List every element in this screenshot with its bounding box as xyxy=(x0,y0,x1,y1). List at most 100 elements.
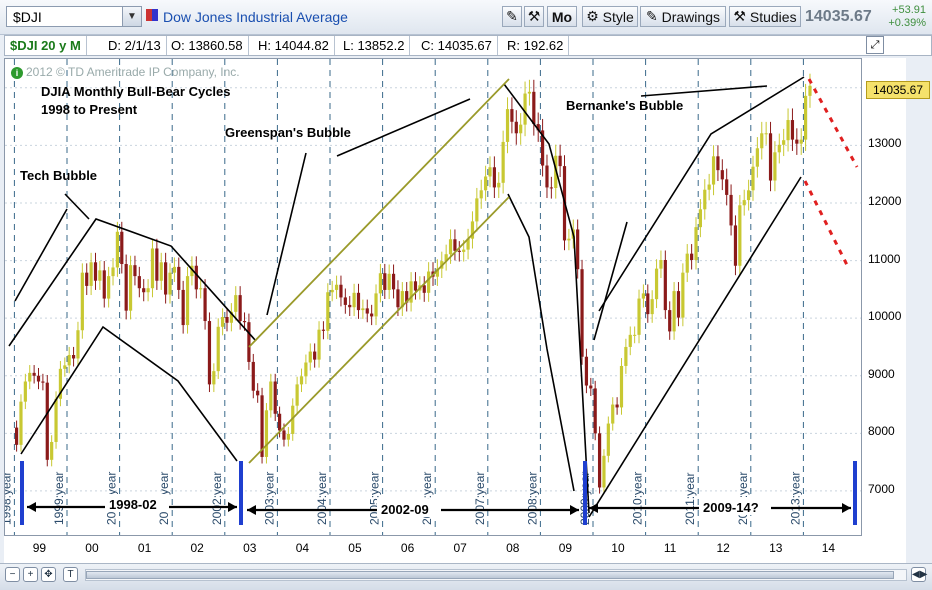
plot-area[interactable]: 1998:year1999:year2000:year2001:year2002… xyxy=(4,58,862,536)
candle-body xyxy=(229,311,233,323)
candle-body xyxy=(606,423,610,456)
cycle-label-bg xyxy=(377,499,441,517)
pencil-icon[interactable]: ✎ xyxy=(502,6,522,27)
style-button[interactable]: ⚙ Style xyxy=(582,6,638,27)
candle-body xyxy=(764,133,768,135)
y-tick-label: 10000 xyxy=(868,309,902,324)
year-separator-label: 2007:year xyxy=(473,472,487,525)
candle-body xyxy=(777,144,781,153)
symbol-text: $DJI xyxy=(13,9,42,25)
candle-body xyxy=(484,176,488,191)
candle-body xyxy=(378,273,383,294)
candle-body xyxy=(646,293,650,315)
candle-body xyxy=(85,272,89,286)
candle-body xyxy=(435,268,439,277)
candle-body xyxy=(155,248,159,281)
drawings-button[interactable]: ✎ Drawings xyxy=(640,6,726,27)
symbol-input[interactable]: $DJI ▼ xyxy=(6,6,142,27)
candle-body xyxy=(98,270,102,281)
copyright-text: 2012 © TD Ameritrade IP Company, Inc. xyxy=(26,65,240,79)
cycle-label: 2002-09 xyxy=(381,502,429,517)
candle-body xyxy=(510,109,514,122)
cycle-label-bg xyxy=(699,497,771,515)
candle-body xyxy=(286,433,290,440)
candle-body xyxy=(63,365,67,369)
text-tool-icon[interactable]: T xyxy=(63,567,78,582)
candle-body xyxy=(773,152,777,181)
symbol-period: $DJI 20 y M xyxy=(5,36,87,55)
candle-body xyxy=(387,273,391,290)
candle-body xyxy=(790,120,795,140)
zoom-in-icon[interactable]: + xyxy=(23,567,38,582)
candle-body xyxy=(317,329,321,360)
candle-body xyxy=(168,272,172,295)
y-tick-label: 9000 xyxy=(868,366,895,381)
candle-body xyxy=(527,91,532,94)
chart-title: DJIA Monthly Bull-Bear Cycles xyxy=(41,84,231,99)
drawings-label: Drawings xyxy=(661,8,720,25)
candle-body xyxy=(242,321,247,323)
candle-body xyxy=(497,182,501,188)
candle-body xyxy=(501,141,505,183)
candle-body xyxy=(703,189,707,210)
last-value-tag: 14035.67 xyxy=(866,81,930,99)
candle-body xyxy=(738,205,742,266)
candle-body xyxy=(124,264,128,311)
scrollbar-thumb[interactable] xyxy=(86,571,894,579)
candle-body xyxy=(76,330,80,359)
studies-button[interactable]: ⚒ Studies xyxy=(729,6,801,27)
top-toolbar: $DJI ▼ Dow Jones Industrial Average ✎ ⚒ … xyxy=(0,0,932,35)
candle-body xyxy=(523,93,527,125)
x-tick-label: 05 xyxy=(348,541,362,555)
scroll-right-icon[interactable]: ◀▶ xyxy=(911,567,928,582)
candle-body xyxy=(374,293,378,317)
channel-upper-line xyxy=(248,78,510,348)
candle-body xyxy=(567,238,571,241)
x-tick-label: 14 xyxy=(821,541,836,555)
candle-body xyxy=(742,200,746,206)
cycle-arrow-head xyxy=(27,502,36,512)
candle-body xyxy=(676,291,681,318)
candle-body xyxy=(681,272,685,318)
mo-button[interactable]: Mo xyxy=(547,6,577,27)
change-pct: +0.39% xyxy=(888,17,926,29)
candle-body xyxy=(448,239,453,255)
zoom-out-icon[interactable]: − xyxy=(5,567,20,582)
cycle-arrow-head xyxy=(228,502,237,512)
candle-body xyxy=(505,109,510,142)
candle-body xyxy=(45,382,49,460)
last-price: 14035.67 xyxy=(805,8,872,25)
x-tick-label: 12 xyxy=(716,541,730,555)
year-separator-label: 2011:year xyxy=(683,473,697,525)
candle-body xyxy=(422,285,426,293)
candle-body xyxy=(694,227,698,260)
chevron-down-icon[interactable]: ▼ xyxy=(122,7,141,26)
candle-body xyxy=(444,254,448,262)
candle-body xyxy=(725,179,729,195)
ohlc-info-bar: $DJI 20 y M D: 2/1/13 O: 13860.58 H: 140… xyxy=(4,35,932,56)
candle-body xyxy=(80,272,84,331)
candle-body xyxy=(247,322,251,362)
wrench-icon[interactable]: ⚒ xyxy=(524,6,544,27)
cycle-marker-bar xyxy=(583,461,587,525)
candle-body xyxy=(89,262,93,286)
candle-body xyxy=(628,334,632,347)
candle-body xyxy=(54,398,58,442)
horizontal-scrollbar[interactable] xyxy=(85,569,907,581)
x-tick-label: 09 xyxy=(558,541,573,555)
maximize-icon[interactable]: ⤢ xyxy=(866,36,884,54)
cycle-arrow-head xyxy=(247,505,256,515)
x-tick-label: 13 xyxy=(769,541,783,555)
candle-body xyxy=(396,289,400,308)
candle-body xyxy=(466,238,470,250)
pan-icon[interactable]: ✥ xyxy=(41,567,56,582)
candle-body xyxy=(177,266,181,290)
candle-body xyxy=(282,430,286,440)
annotation-label: Greenspan's Bubble xyxy=(225,125,351,140)
cycle-label: 2009-14? xyxy=(703,500,759,515)
info-date: D: 2/1/13 xyxy=(103,36,167,55)
x-tick-label: 01 xyxy=(137,541,152,555)
style-icon: ⚙ xyxy=(586,8,599,24)
candle-body xyxy=(361,308,365,311)
studies-label: Studies xyxy=(749,8,797,25)
